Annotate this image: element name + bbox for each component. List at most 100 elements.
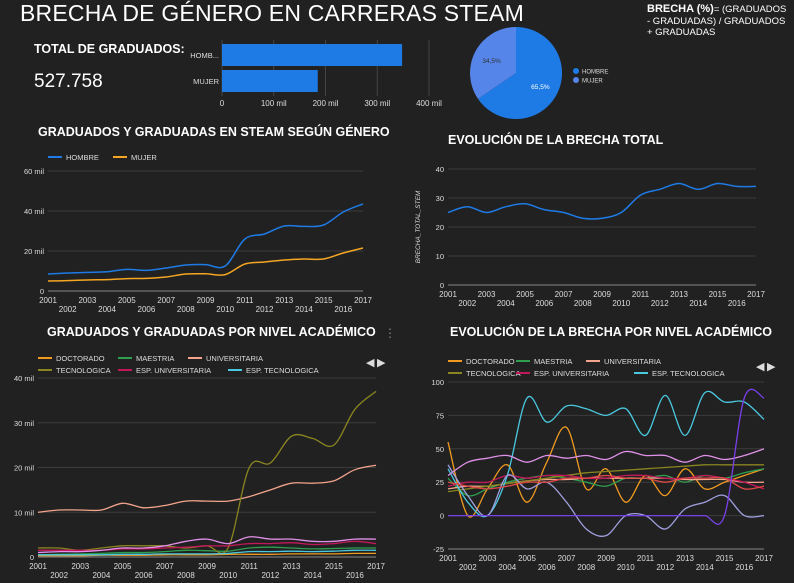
x-tick-label: 2011 xyxy=(236,296,254,305)
chart-prev-page-button[interactable]: ◀ xyxy=(366,357,375,369)
x-tick-label: 2006 xyxy=(535,299,553,308)
x-tick-label: 2007 xyxy=(555,290,573,299)
x-tick-label: 2014 xyxy=(295,305,313,314)
x-tick-label: 2010 xyxy=(216,305,234,314)
x-tick-label: 2004 xyxy=(498,563,516,572)
bar-x-tick-label: 0 xyxy=(220,99,225,108)
x-tick-label: 2006 xyxy=(138,305,156,314)
gap-by-level-chart[interactable]: EVOLUCIÓN DE LA BRECHA POR NIVEL ACADÉMI… xyxy=(431,324,773,572)
series-line-8 xyxy=(447,474,765,490)
x-tick-label: 2013 xyxy=(676,554,694,563)
x-tick-label: 2013 xyxy=(670,290,688,299)
chart-title: GRADUADOS Y GRADUADAS POR NIVEL ACADÉMIC… xyxy=(47,324,376,339)
chart-next-page-button[interactable]: ▶ xyxy=(377,357,386,369)
y-tick-label: 40 xyxy=(436,165,444,174)
dashboard-title: BRECHA DE GÉNERO EN CARRERAS STEAM xyxy=(20,0,524,26)
y-tick-label: -25 xyxy=(433,545,444,554)
series-line-0 xyxy=(47,203,364,275)
x-tick-label: 2014 xyxy=(689,299,707,308)
pie-value-label: 65,5% xyxy=(531,84,550,91)
x-tick-label: 2001 xyxy=(439,290,457,299)
bar-x-tick-label: 200 mil xyxy=(313,99,339,108)
x-tick-label: 2012 xyxy=(256,305,274,314)
bar-x-tick-label: 400 mil xyxy=(416,99,442,108)
legend-label: MAESTRIA xyxy=(534,357,572,366)
legend-label: UNIVERSITARIA xyxy=(206,354,263,363)
total-gap-evolution-chart[interactable]: EVOLUCIÓN DE LA BRECHA TOTAL 0 10 20 30 40 200… xyxy=(415,132,765,308)
gender-bar-chart[interactable]: 0 100 mil 200 mil 300 mil 400 mil HOMB... MUJE… xyxy=(190,40,442,108)
graduates-by-level-chart[interactable]: GRADUADOS Y GRADUADAS POR NIVEL ACADÉMIC… xyxy=(14,324,385,580)
y-tick-label: 0 xyxy=(440,512,444,521)
bar-mujer xyxy=(222,70,318,92)
series-line-5 xyxy=(38,549,377,556)
x-tick-label: 2012 xyxy=(651,299,669,308)
series-line-6 xyxy=(447,448,765,477)
legend-label: TECNOLOGICA xyxy=(56,366,111,375)
x-tick-label: 2010 xyxy=(612,299,630,308)
legend-label: MUJER xyxy=(131,153,157,162)
x-tick-label: 2006 xyxy=(135,571,153,580)
x-tick-label: 2017 xyxy=(747,290,765,299)
y-tick-label: 40 mil xyxy=(14,374,34,383)
x-tick-label: 2005 xyxy=(114,562,132,571)
y-tick-label: 40 mil xyxy=(24,207,44,216)
x-tick-label: 2006 xyxy=(538,563,556,572)
x-tick-label: 2016 xyxy=(728,299,746,308)
pie-legend-swatch xyxy=(573,68,579,74)
x-tick-label: 2008 xyxy=(177,305,195,314)
series-line-4 xyxy=(447,474,765,490)
series-line-2 xyxy=(37,464,377,513)
x-tick-label: 2014 xyxy=(304,571,322,580)
x-tick-label: 2007 xyxy=(156,562,174,571)
y-tick-label: 0 xyxy=(440,281,444,290)
y-tick-label: 100 xyxy=(431,378,444,387)
series-line-0 xyxy=(447,426,765,518)
y-axis-label: BRECHA_TOTAL_STEM xyxy=(415,190,422,263)
chart-prev-page-button-2[interactable]: ◀ xyxy=(756,361,765,373)
bar-category-label: MUJER xyxy=(193,77,219,86)
legend-label: ESP. TECNOLOGICA xyxy=(652,369,725,378)
y-tick-label: 50 xyxy=(436,445,444,454)
y-tick-label: 10 mil xyxy=(14,508,34,517)
gender-pie-chart[interactable]: 65,5% 34,5% HOMBRE MUJER xyxy=(470,26,608,120)
brecha-note-bold: BRECHA (%) xyxy=(647,3,714,15)
x-tick-label: 2015 xyxy=(709,290,727,299)
pie-legend-label: MUJER xyxy=(582,79,603,85)
x-tick-label: 2001 xyxy=(39,296,57,305)
series-line-7 xyxy=(447,464,765,537)
x-tick-label: 2008 xyxy=(577,563,595,572)
legend-label: ESP. TECNOLOGICA xyxy=(246,366,319,375)
y-tick-label: 20 xyxy=(436,223,444,232)
x-tick-label: 2008 xyxy=(177,571,195,580)
legend-label: DOCTORADO xyxy=(466,357,515,366)
x-tick-label: 2011 xyxy=(637,554,655,563)
x-tick-label: 2017 xyxy=(367,562,385,571)
legend-label: TECNOLOGICA xyxy=(466,369,521,378)
total-graduates-value: 527.758 xyxy=(34,71,103,92)
graduates-by-gender-chart[interactable]: GRADUADOS Y GRADUADAS EN STEAM SEGÚN GÉN… xyxy=(24,124,390,314)
pie-legend-label: HOMBRE xyxy=(582,70,608,76)
x-tick-label: 2009 xyxy=(597,554,615,563)
series-line-1 xyxy=(47,247,364,282)
chart-title: EVOLUCIÓN DE LA BRECHA TOTAL xyxy=(448,132,664,147)
x-tick-label: 2010 xyxy=(219,571,237,580)
y-tick-label: 10 xyxy=(436,252,444,261)
x-tick-label: 2002 xyxy=(458,299,476,308)
pie-slice-hombre xyxy=(478,26,563,120)
x-tick-label: 2015 xyxy=(716,554,734,563)
y-tick-label: 30 xyxy=(436,194,444,203)
bar-homb xyxy=(222,44,403,66)
pie-legend-swatch xyxy=(573,77,579,83)
x-tick-label: 2005 xyxy=(518,554,536,563)
legend-label: ESP. UNIVERSITARIA xyxy=(136,366,211,375)
x-tick-label: 2004 xyxy=(497,299,515,308)
y-tick-label: 0 xyxy=(30,553,34,562)
chart-menu-icon[interactable]: ⋮ xyxy=(384,326,396,340)
legend-label: MAESTRIA xyxy=(136,354,174,363)
x-tick-label: 2008 xyxy=(574,299,592,308)
chart-next-page-button-2[interactable]: ▶ xyxy=(767,361,776,373)
x-tick-label: 2002 xyxy=(59,305,77,314)
legend-label: HOMBRE xyxy=(66,153,99,162)
y-tick-label: 75 xyxy=(436,411,444,420)
x-tick-label: 2010 xyxy=(617,563,635,572)
